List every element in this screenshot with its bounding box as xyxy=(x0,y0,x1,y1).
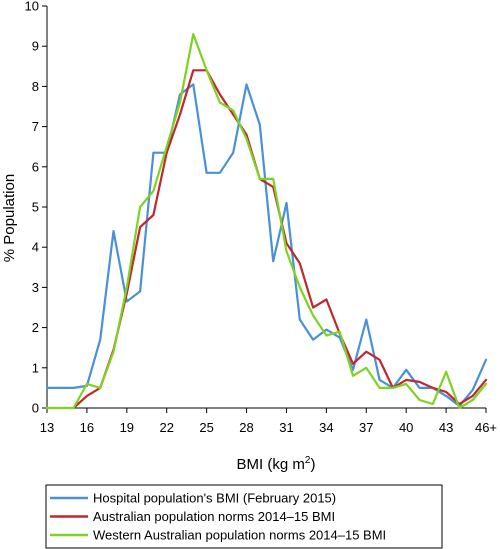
series-line-3 xyxy=(45,32,488,410)
y-tick-label: 1 xyxy=(32,360,39,375)
legend: Hospital population's BMI (February 2015… xyxy=(45,484,443,549)
y-tick-label: 2 xyxy=(32,320,39,335)
y-axis-title: % Population xyxy=(1,174,18,262)
x-tick-label: 43 xyxy=(439,420,453,435)
y-tick-label: 5 xyxy=(32,200,39,215)
x-tick-label: 37 xyxy=(359,420,373,435)
y-tick-label: 10 xyxy=(25,0,39,14)
y-tick-label: 8 xyxy=(32,79,39,94)
x-tick-label: 13 xyxy=(40,420,54,435)
y-tick-label: 7 xyxy=(32,119,39,134)
x-tick-label: 40 xyxy=(399,420,413,435)
y-tick-label: 4 xyxy=(32,240,39,255)
axes xyxy=(42,5,487,413)
x-tick-label: 25 xyxy=(199,420,213,435)
legend-label-3: Western Australian population norms 2014… xyxy=(93,528,386,543)
x-axis-title: BMI (kg m2) xyxy=(237,455,316,473)
legend-box xyxy=(45,484,443,549)
x-tick-label: 46+ xyxy=(475,420,497,435)
y-tick-label: 0 xyxy=(32,401,39,416)
series-lines xyxy=(45,32,488,410)
x-tick-label: 31 xyxy=(279,420,293,435)
legend-label-1: Hospital population's BMI (February 2015… xyxy=(93,491,336,506)
legend-label-2: Australian population norms 2014–15 BMI xyxy=(93,509,335,524)
x-tick-label: 16 xyxy=(80,420,94,435)
x-tick-label: 19 xyxy=(120,420,134,435)
y-tick-label: 9 xyxy=(32,39,39,54)
y-tick-label: 3 xyxy=(32,280,39,295)
y-tick-label: 6 xyxy=(32,159,39,174)
series-line-1 xyxy=(45,83,488,408)
x-tick-label: 28 xyxy=(239,420,253,435)
x-tick-label: 34 xyxy=(319,420,333,435)
x-tick-label: 22 xyxy=(159,420,173,435)
